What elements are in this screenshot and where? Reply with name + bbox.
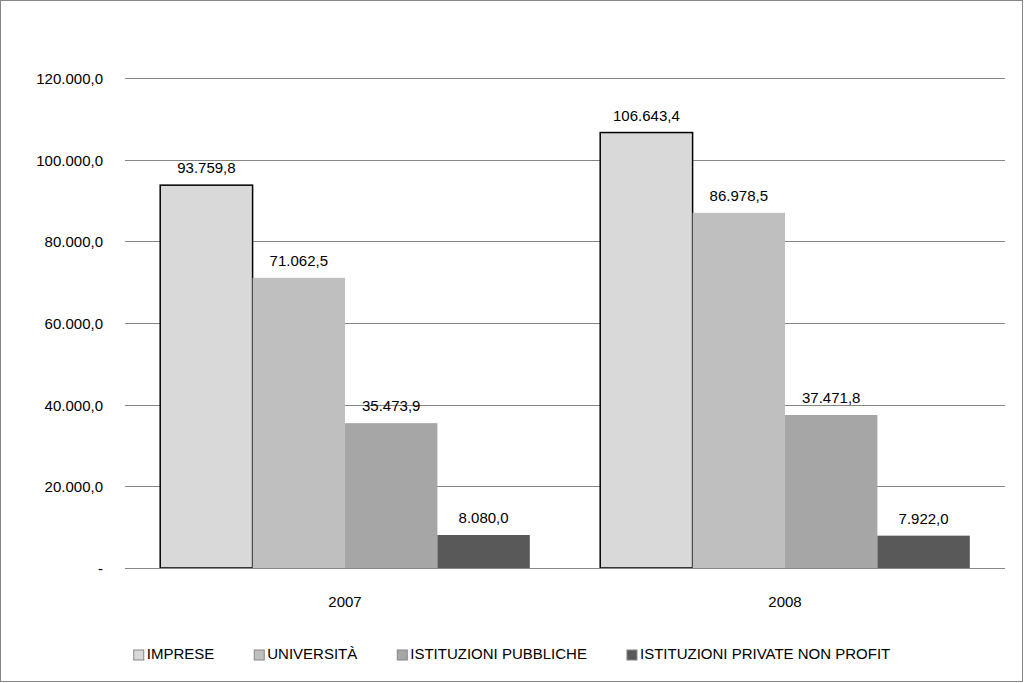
x-tick-label: 2007 bbox=[328, 593, 361, 610]
bar bbox=[693, 213, 785, 568]
data-label: 8.080,0 bbox=[459, 509, 509, 526]
legend-label: UNIVERSITÀ bbox=[267, 645, 357, 662]
legend-swatch bbox=[134, 650, 144, 660]
y-tick-label: - bbox=[98, 560, 103, 577]
data-label: 93.759,8 bbox=[177, 159, 235, 176]
grid-line bbox=[125, 241, 1005, 242]
data-labels: 93.759,8 71.062,5 35.473,9 8.080,0 106.643,4… bbox=[177, 107, 948, 527]
legend-item: ISTITUZIONI PRIVATE NON PROFIT bbox=[627, 645, 890, 662]
bar bbox=[160, 185, 252, 568]
y-tick-label: 100.000,0 bbox=[36, 152, 103, 169]
bar bbox=[437, 535, 529, 568]
legend-label: ISTITUZIONI PUBBLICHE bbox=[410, 645, 587, 662]
y-tick-label: 120.000,0 bbox=[36, 70, 103, 87]
bar bbox=[877, 536, 969, 568]
y-tick-label: 20.000,0 bbox=[45, 478, 103, 495]
legend-swatch bbox=[254, 650, 264, 660]
legend-swatch bbox=[397, 650, 407, 660]
legend-item: ISTITUZIONI PUBBLICHE bbox=[397, 645, 587, 662]
y-tick-label: 40.000,0 bbox=[45, 397, 103, 414]
grid-line bbox=[125, 160, 1005, 161]
chart: - 20.000,0 40.000,0 60.000,0 80.000,0 100.000… bbox=[0, 0, 1024, 683]
data-label: 7.922,0 bbox=[899, 510, 949, 527]
bar bbox=[253, 278, 345, 568]
legend-item: UNIVERSITÀ bbox=[254, 645, 357, 662]
legend: IMPRESE UNIVERSITÀ ISTITUZIONI PUBBLICHE IS… bbox=[134, 645, 891, 662]
legend-swatch bbox=[627, 650, 637, 660]
legend-label: IMPRESE bbox=[147, 645, 215, 662]
legend-item: IMPRESE bbox=[134, 645, 215, 662]
data-label: 35.473,9 bbox=[362, 397, 420, 414]
bar bbox=[345, 423, 437, 568]
x-tick-label: 2008 bbox=[768, 593, 801, 610]
legend-label: ISTITUZIONI PRIVATE NON PROFIT bbox=[640, 645, 890, 662]
data-label: 86.978,5 bbox=[710, 187, 768, 204]
data-label: 37.471,8 bbox=[802, 389, 860, 406]
y-tick-label: 60.000,0 bbox=[45, 315, 103, 332]
grid-line bbox=[125, 78, 1005, 79]
data-label: 106.643,4 bbox=[613, 107, 680, 124]
bar bbox=[785, 415, 877, 568]
chart-frame bbox=[1, 1, 1023, 682]
grid-line bbox=[125, 568, 1005, 569]
y-tick-label: 80.000,0 bbox=[45, 233, 103, 250]
bar bbox=[600, 133, 692, 568]
data-label: 71.062,5 bbox=[270, 252, 328, 269]
bars bbox=[160, 133, 970, 568]
